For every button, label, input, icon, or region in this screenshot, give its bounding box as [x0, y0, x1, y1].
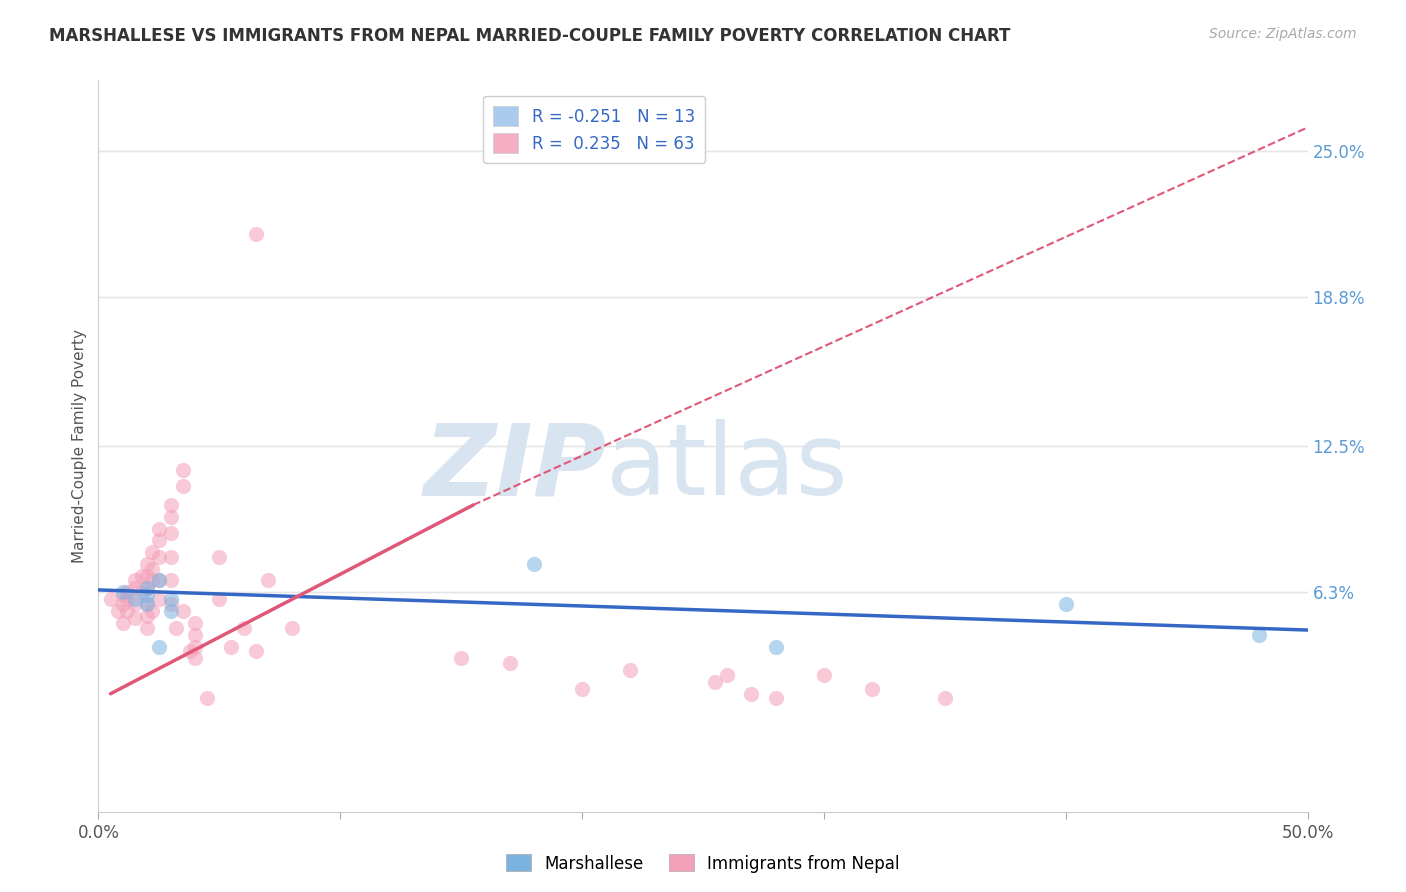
Point — [208, 592, 231, 607]
Point — [141, 604, 163, 618]
Point — [135, 621, 157, 635]
Point — [160, 498, 183, 512]
Point — [135, 581, 157, 595]
Point — [135, 588, 157, 602]
Point — [117, 604, 139, 618]
Text: atlas: atlas — [606, 419, 848, 516]
Point — [245, 644, 267, 658]
Point — [450, 651, 472, 665]
Point — [160, 604, 183, 618]
Point — [117, 592, 139, 607]
Point — [131, 568, 153, 582]
Point — [160, 549, 183, 564]
Point — [523, 557, 546, 571]
Point — [135, 581, 157, 595]
Text: ZIP: ZIP — [423, 419, 606, 516]
Point — [111, 585, 134, 599]
Legend: Marshallese, Immigrants from Nepal: Marshallese, Immigrants from Nepal — [499, 847, 907, 880]
Point — [184, 628, 207, 642]
Point — [245, 227, 267, 241]
Point — [716, 668, 738, 682]
Point — [179, 644, 201, 658]
Point — [141, 545, 163, 559]
Point — [281, 621, 304, 635]
Point — [148, 640, 170, 654]
Point — [740, 687, 762, 701]
Point — [111, 615, 134, 630]
Point — [195, 691, 218, 706]
Point — [131, 585, 153, 599]
Point — [135, 597, 157, 611]
Point — [619, 663, 641, 677]
Point — [165, 621, 187, 635]
Point — [124, 592, 146, 607]
Point — [498, 656, 520, 670]
Point — [571, 681, 593, 696]
Point — [232, 621, 254, 635]
Point — [148, 574, 170, 588]
Point — [813, 668, 835, 682]
Point — [124, 581, 146, 595]
Point — [934, 691, 956, 706]
Point — [117, 585, 139, 599]
Point — [107, 604, 129, 618]
Point — [160, 597, 183, 611]
Point — [135, 568, 157, 582]
Point — [765, 691, 787, 706]
Point — [148, 592, 170, 607]
Point — [160, 592, 183, 607]
Point — [160, 509, 183, 524]
Point — [1054, 597, 1077, 611]
Point — [184, 640, 207, 654]
Point — [124, 611, 146, 625]
Point — [172, 479, 194, 493]
Text: MARSHALLESE VS IMMIGRANTS FROM NEPAL MARRIED-COUPLE FAMILY POVERTY CORRELATION C: MARSHALLESE VS IMMIGRANTS FROM NEPAL MAR… — [49, 27, 1011, 45]
Point — [141, 574, 163, 588]
Point — [135, 557, 157, 571]
Point — [1249, 628, 1271, 642]
Point — [704, 675, 727, 690]
Point — [100, 592, 122, 607]
Point — [172, 462, 194, 476]
Point — [208, 549, 231, 564]
Point — [184, 651, 207, 665]
Point — [135, 608, 157, 623]
Point — [184, 615, 207, 630]
Text: Source: ZipAtlas.com: Source: ZipAtlas.com — [1209, 27, 1357, 41]
Point — [141, 562, 163, 576]
Point — [148, 533, 170, 548]
Point — [111, 588, 134, 602]
Point — [860, 681, 883, 696]
Point — [135, 597, 157, 611]
Point — [111, 597, 134, 611]
Point — [148, 549, 170, 564]
Point — [765, 640, 787, 654]
Point — [148, 522, 170, 536]
Point — [256, 574, 278, 588]
Point — [148, 574, 170, 588]
Y-axis label: Married-Couple Family Poverty: Married-Couple Family Poverty — [72, 329, 87, 563]
Point — [221, 640, 243, 654]
Point — [160, 526, 183, 541]
Legend: R = -0.251   N = 13, R =  0.235   N = 63: R = -0.251 N = 13, R = 0.235 N = 63 — [484, 96, 704, 163]
Point — [172, 604, 194, 618]
Point — [124, 574, 146, 588]
Point — [160, 574, 183, 588]
Point — [124, 597, 146, 611]
